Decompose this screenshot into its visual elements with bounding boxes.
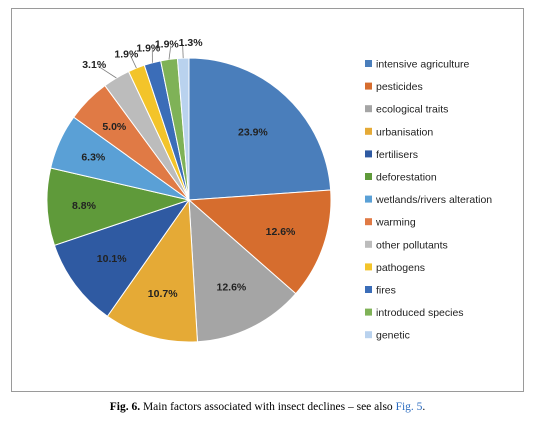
data-label-genetic: 1.3% [179,37,204,49]
legend-swatch-pesticides [365,82,372,90]
leader-line-other-pollutants [97,65,117,79]
data-label-warming: 5.0% [102,121,127,133]
data-label-ecological-traits: 12.6% [217,282,247,294]
data-label-fertilisers: 10.1% [97,253,127,265]
pie-slice-fertilisers [53,199,191,317]
leader-line-introduced-species [168,45,172,60]
legend-swatch-urbanisation [365,127,372,135]
data-label-other-pollutants: 3.1% [82,59,107,71]
data-label-wetlands-rivers-alteration: 6.3% [81,152,106,164]
data-label-urbanisation: 10.7% [148,288,178,300]
figure-caption: Fig. 6. Main factors associated with ins… [0,401,535,413]
data-label-intensive-agriculture: 23.9% [238,126,268,138]
pie-slice-urbanisation [106,198,198,343]
legend-swatch-intensive-agriculture [365,60,372,67]
legend-swatch-wetlands-rivers-alteration [365,195,372,203]
pie-slice-intensive-agriculture [188,57,332,201]
legend-label-warming: warming [375,217,416,229]
legend-label-urbanisation: urbanisation [376,126,433,138]
legend-label-pathogens: pathogens [376,262,425,274]
legend-swatch-introduced-species [365,308,372,316]
caption-text: Main factors associated with insect decl… [140,401,396,413]
pie-slice-pesticides [187,189,332,295]
pie-chart: 23.9% 12.6% 12.6% 10.7% 10.1% 8.8% 6.3% 5.0% 3.1… [46,37,492,343]
legend-swatch-pathogens [365,263,372,271]
legend-label-intensive-agriculture: intensive agriculture [376,59,470,71]
leader-line-genetic [182,44,184,59]
pie-slice-genetic [176,57,190,201]
legend-label-fires: fires [376,285,396,297]
caption-figure-link[interactable]: Fig. 5 [395,401,423,413]
data-label-deforestation: 8.8% [72,200,97,212]
legend-swatch-genetic [365,331,372,339]
legend-swatch-deforestation [365,173,372,180]
data-label-pathogens: 1.9% [114,48,139,60]
legend-label-wetlands-rivers-alteration: wetlands/rivers alteration [375,194,492,206]
legend-label-deforestation: deforestation [376,172,437,184]
data-label-pesticides: 12.6% [266,226,296,238]
legend-swatch-fertilisers [365,150,372,158]
data-label-fires: 1.9% [136,42,161,54]
legend-label-genetic: genetic [376,330,410,342]
legend-label-fertilisers: fertilisers [376,149,418,161]
legend-swatch-warming [365,218,372,226]
legend-label-ecological-traits: ecological traits [376,104,448,116]
legend-label-introduced-species: introduced species [376,307,464,319]
chart-frame [11,8,524,392]
data-label-introduced-species: 1.9% [155,39,180,51]
pie-slice-ecological-traits [188,198,297,343]
legend-swatch-ecological-traits [365,105,372,113]
caption-end: . [422,401,426,413]
legend-swatch-fires [365,286,372,293]
legend-swatch-other-pollutants [365,240,372,248]
leader-line-pathogens [130,55,137,69]
legend-label-pesticides: pesticides [376,81,423,93]
caption-label: Fig. 6. [109,401,141,413]
legend-label-other-pollutants: other pollutants [376,239,448,251]
